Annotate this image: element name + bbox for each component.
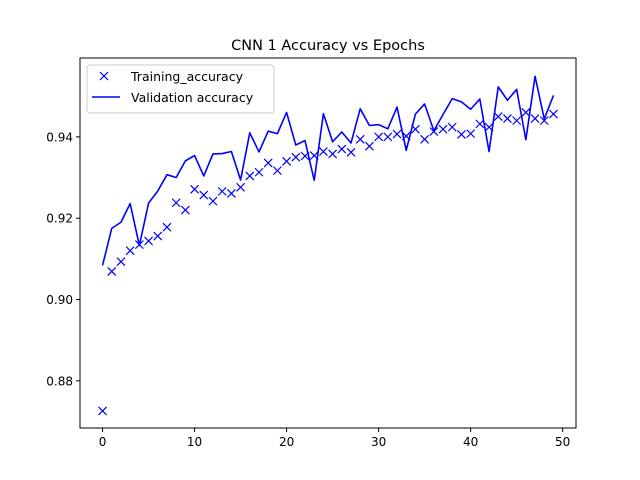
training-accuracy-point — [457, 130, 466, 139]
training-accuracy-point — [374, 132, 384, 142]
training-accuracy-point — [263, 158, 273, 168]
training-accuracy-point — [226, 188, 236, 198]
training-accuracy-point — [521, 108, 531, 117]
training-accuracy-point — [254, 167, 264, 177]
legend-label-validation: Validation accuracy — [131, 90, 254, 105]
training-accuracy-point — [493, 112, 503, 121]
training-accuracy-point — [466, 129, 476, 139]
training-accuracy-point — [475, 119, 485, 129]
legend-marker-training — [99, 71, 109, 81]
training-accuracy-point — [512, 116, 522, 126]
training-accuracy-point — [503, 114, 512, 124]
y-tick-label: 0.88 — [46, 374, 73, 388]
training-accuracy-point — [300, 151, 310, 161]
training-accuracy-point — [318, 147, 328, 156]
training-accuracy-point — [383, 132, 393, 142]
training-accuracy-point — [484, 122, 494, 132]
training-accuracy-point — [208, 196, 218, 206]
x-tick-label: 30 — [371, 435, 386, 449]
training-accuracy-point — [180, 205, 190, 215]
training-accuracy-point — [309, 151, 319, 161]
training-accuracy-point — [401, 131, 411, 141]
x-tick-label: 20 — [279, 435, 294, 449]
training-accuracy-point — [346, 147, 356, 157]
x-axis: 0 10 20 30 40 50 — [99, 428, 570, 449]
y-tick-label: 0.90 — [46, 293, 73, 307]
training-accuracy-point — [125, 246, 135, 256]
training-accuracy-point — [162, 222, 172, 232]
training-accuracy-point — [134, 240, 144, 250]
y-axis: 0.88 0.90 0.92 0.94 — [46, 130, 80, 388]
training-accuracy-point — [144, 236, 153, 246]
training-accuracy-point — [291, 152, 301, 162]
x-tick-label: 50 — [555, 435, 570, 449]
training-accuracy-point — [549, 109, 558, 119]
training-accuracy-point — [153, 231, 163, 241]
training-accuracy-point — [447, 122, 457, 132]
training-accuracy-point — [98, 406, 107, 416]
training-accuracy-point — [328, 149, 338, 159]
training-accuracy-point — [282, 156, 292, 166]
training-accuracy-point — [190, 184, 199, 194]
training-accuracy-point — [410, 124, 420, 134]
training-accuracy-point — [116, 257, 126, 267]
x-tick-label: 0 — [99, 435, 107, 449]
training-accuracy-point — [364, 141, 374, 151]
y-tick-label: 0.94 — [46, 130, 73, 144]
training-accuracy-point — [438, 124, 448, 134]
chart-title: CNN 1 Accuracy vs Epochs — [231, 38, 425, 54]
training-accuracy-point — [217, 186, 227, 196]
validation-accuracy-line — [101, 75, 555, 266]
training-accuracy-point — [199, 190, 209, 200]
training-accuracy-point — [420, 134, 430, 144]
legend-box — [86, 64, 275, 114]
legend: Training_accuracy Validation accuracy — [86, 64, 275, 114]
x-tick-label: 40 — [463, 435, 478, 449]
training-accuracy-point — [429, 127, 439, 137]
y-tick-label: 0.92 — [46, 212, 73, 226]
plot-area — [98, 75, 558, 416]
axes-frame — [79, 57, 577, 429]
training-accuracy-point — [245, 171, 255, 181]
training-accuracy-point — [392, 129, 402, 139]
training-accuracy-point — [107, 267, 117, 276]
training-accuracy-point — [272, 166, 282, 176]
training-accuracy-point — [337, 144, 347, 154]
training-accuracy-point — [236, 182, 246, 192]
training-accuracy-point — [539, 116, 549, 126]
training-accuracy-point — [355, 134, 365, 144]
training-accuracy-point — [171, 198, 181, 208]
training-accuracy-point — [530, 114, 540, 124]
x-tick-label: 10 — [187, 435, 202, 449]
legend-label-training: Training_accuracy — [130, 69, 244, 84]
